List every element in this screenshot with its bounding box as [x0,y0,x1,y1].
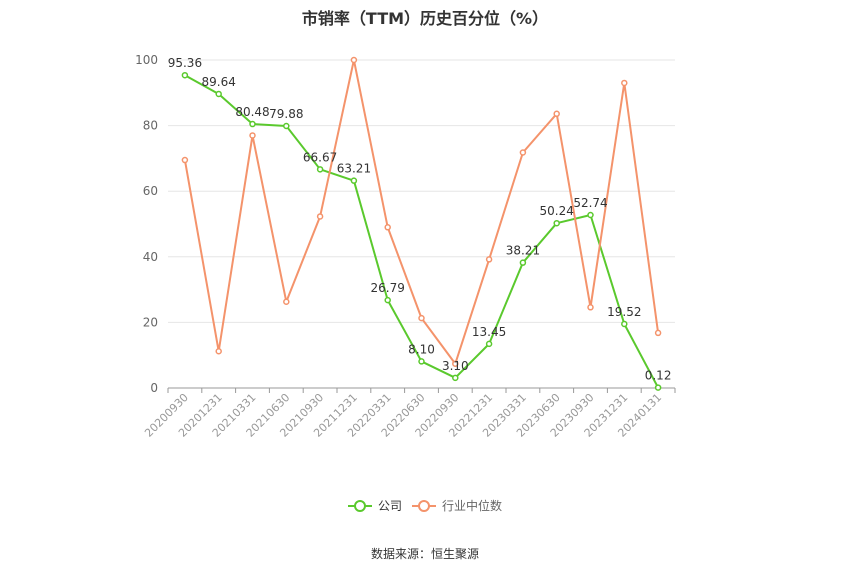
series-line-company [184,74,659,389]
data-label: 52.74 [573,196,607,210]
data-point-industry [249,132,256,139]
data-point-company [418,358,425,365]
data-point-industry [384,224,391,231]
data-point-company [316,166,324,173]
chart-title: 市销率（TTM）历史百分位（%） [301,9,549,28]
data-source-note: 数据来源：恒生聚源 [370,547,479,561]
legend-label: 公司 [378,499,402,513]
data-label: 26.79 [371,281,405,295]
legend-label: 行业中位数 [442,498,502,513]
y-tick-label: 20 [143,315,158,329]
y-tick-label: 60 [143,184,158,198]
data-point-company [553,219,560,227]
data-point-industry [316,213,324,220]
data-point-company [519,259,527,266]
data-label: 80.48 [235,105,269,119]
y-tick-label: 40 [143,250,158,264]
data-point-industry [621,79,628,87]
y-tick-label: 100 [135,53,158,67]
data-label: 95.36 [168,56,202,70]
data-point-industry [418,314,425,322]
data-label: 8.10 [408,342,435,356]
y-tick-label: 80 [143,119,158,133]
data-point-industry [350,56,358,64]
y-tick-label: 0 [150,381,158,395]
data-point-company [452,374,459,382]
data-point-industry [553,110,560,118]
data-point-company [654,384,662,391]
data-point-industry [519,149,527,156]
data-point-company [621,320,628,328]
data-label: 3.10 [442,359,469,373]
data-point-industry [283,298,290,305]
data-point-company [384,296,391,304]
data-point-company [249,120,256,128]
data-point-industry [654,329,662,337]
data-point-industry [181,156,189,164]
data-point-company [283,122,290,130]
data-label: 79.88 [269,107,303,121]
data-label: 63.21 [337,162,371,176]
data-label: 66.67 [303,150,337,164]
data-label: 89.64 [202,75,236,89]
data-point-company [181,71,189,79]
data-point-industry [215,348,222,355]
data-label: 0.12 [645,369,672,383]
data-label: 13.45 [472,325,506,339]
data-point-company [485,340,493,348]
legend-marker [418,500,430,512]
data-point-industry [587,304,594,311]
legend-marker [354,500,366,512]
data-point-company [350,177,358,184]
data-label: 19.52 [607,305,641,319]
data-point-industry [452,360,459,367]
data-point-industry [485,256,493,263]
data-label: 50.24 [540,204,574,218]
data-point-company [215,90,222,98]
data-point-company [587,211,594,219]
data-label: 38.21 [506,244,540,258]
